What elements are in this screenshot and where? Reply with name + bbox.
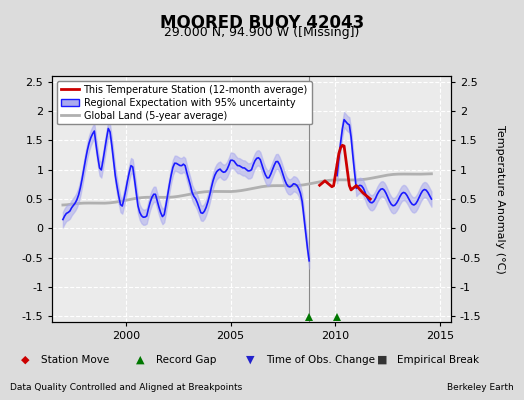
Text: MOORED BUOY 42043: MOORED BUOY 42043 bbox=[160, 14, 364, 32]
Y-axis label: Temperature Anomaly (°C): Temperature Anomaly (°C) bbox=[495, 125, 505, 273]
Text: Berkeley Earth: Berkeley Earth bbox=[447, 383, 514, 392]
Legend: This Temperature Station (12-month average), Regional Expectation with 95% uncer: This Temperature Station (12-month avera… bbox=[57, 81, 312, 124]
Text: ■: ■ bbox=[377, 355, 388, 365]
Text: Data Quality Controlled and Aligned at Breakpoints: Data Quality Controlled and Aligned at B… bbox=[10, 383, 243, 392]
Text: 29.000 N, 94.900 W ([Missing]): 29.000 N, 94.900 W ([Missing]) bbox=[165, 26, 359, 39]
Text: Empirical Break: Empirical Break bbox=[397, 355, 479, 365]
Text: ▲: ▲ bbox=[136, 355, 145, 365]
Text: ◆: ◆ bbox=[21, 355, 29, 365]
Text: Station Move: Station Move bbox=[41, 355, 109, 365]
Text: ▼: ▼ bbox=[246, 355, 255, 365]
Text: Record Gap: Record Gap bbox=[156, 355, 216, 365]
Text: Time of Obs. Change: Time of Obs. Change bbox=[266, 355, 375, 365]
